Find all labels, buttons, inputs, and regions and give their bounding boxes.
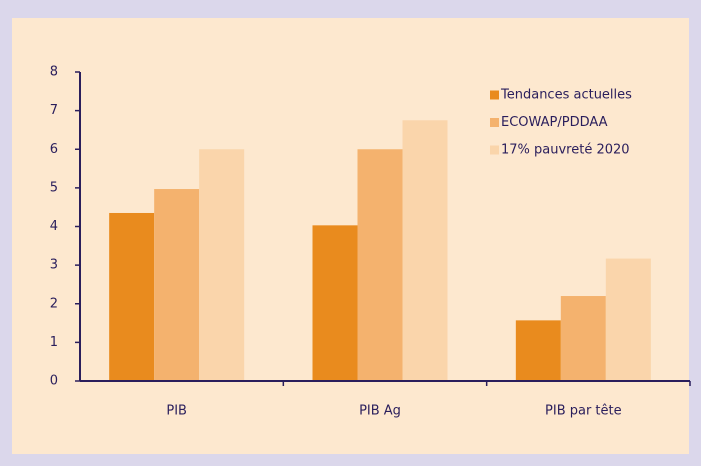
bar (560, 296, 606, 381)
x-tick-label: PIB Ag (359, 404, 401, 419)
legend-swatch (490, 145, 499, 155)
bar (357, 149, 403, 381)
y-tick-label: 3 (50, 258, 58, 273)
y-tick-label: 2 (50, 296, 58, 311)
x-tick-label: PIB (166, 404, 187, 419)
y-tick-label: 8 (50, 65, 58, 80)
y-tick-label: 1 (50, 335, 58, 350)
legend-label: 17% pauvreté 2020 (501, 143, 630, 158)
bar (402, 120, 448, 381)
y-tick-label: 0 (50, 374, 58, 389)
bar (515, 320, 561, 381)
legend-label: Tendances actuelles (500, 88, 632, 103)
legend-label: ECOWAP/PDDAA (501, 115, 608, 130)
legend-swatch (490, 90, 499, 100)
bar (312, 225, 358, 381)
y-tick-label: 7 (50, 103, 58, 118)
legend-swatch (490, 118, 499, 127)
y-tick-label: 6 (50, 142, 58, 157)
x-tick-label: PIB par tête (545, 404, 622, 419)
bar (199, 149, 245, 381)
y-tick-label: 4 (50, 219, 58, 234)
bar (109, 212, 155, 381)
y-tick-label: 5 (50, 180, 58, 195)
bar (154, 189, 200, 381)
bar (605, 258, 651, 381)
